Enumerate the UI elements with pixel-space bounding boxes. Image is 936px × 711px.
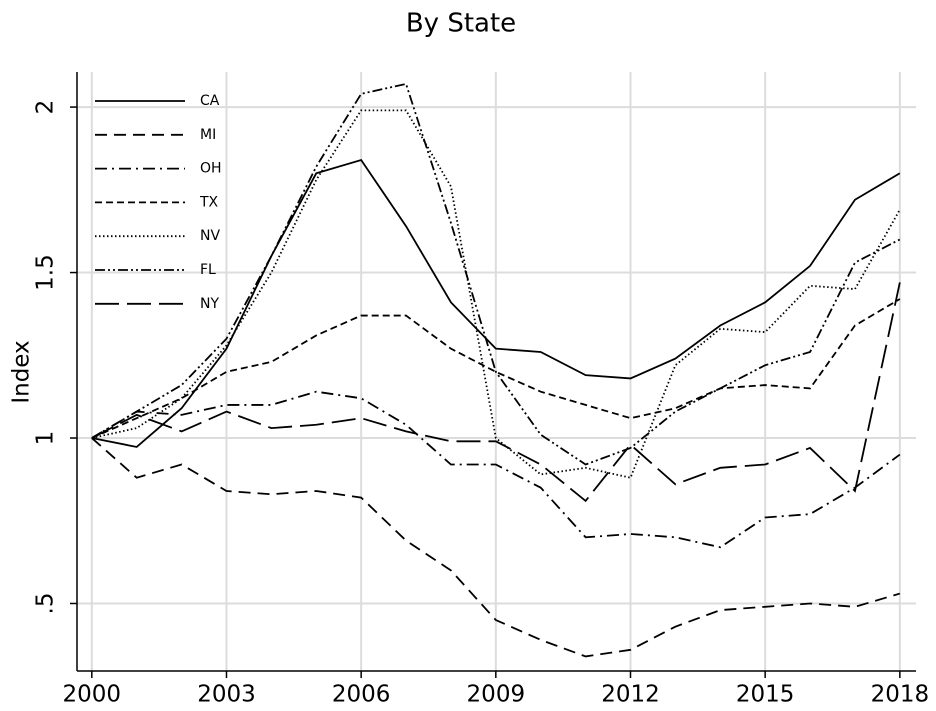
legend-label: CA: [200, 93, 220, 109]
x-tick-label: 2012: [601, 682, 660, 708]
legend-label: MI: [200, 127, 216, 143]
x-tick-label: 2015: [736, 682, 795, 708]
series-line: [91, 158, 901, 448]
y-tick-label: 1.5: [33, 254, 59, 291]
x-tick-label: 2003: [197, 682, 256, 708]
y-tick-label: .5: [33, 593, 59, 615]
x-tick-label: 2009: [467, 682, 526, 708]
series-line: [91, 82, 901, 466]
chart-title: By State: [406, 9, 516, 39]
series-line: [91, 298, 901, 439]
series-line: [91, 437, 901, 658]
x-tick-label: 2006: [332, 682, 391, 708]
series-line: [91, 390, 901, 549]
y-axis-label: Index: [9, 340, 35, 403]
y-tick-label: 1: [33, 431, 59, 446]
legend-label: TX: [199, 194, 219, 210]
x-tick-label: 2018: [871, 682, 930, 708]
legend-label: OH: [200, 161, 222, 177]
series-line: [91, 109, 901, 479]
y-tick-label: 2: [33, 100, 59, 115]
legend-label: NV: [200, 228, 220, 244]
x-tick-label: 2000: [63, 682, 122, 708]
legend-label: FL: [200, 262, 216, 278]
legend-label: NY: [200, 296, 219, 312]
series-line: [91, 282, 901, 503]
